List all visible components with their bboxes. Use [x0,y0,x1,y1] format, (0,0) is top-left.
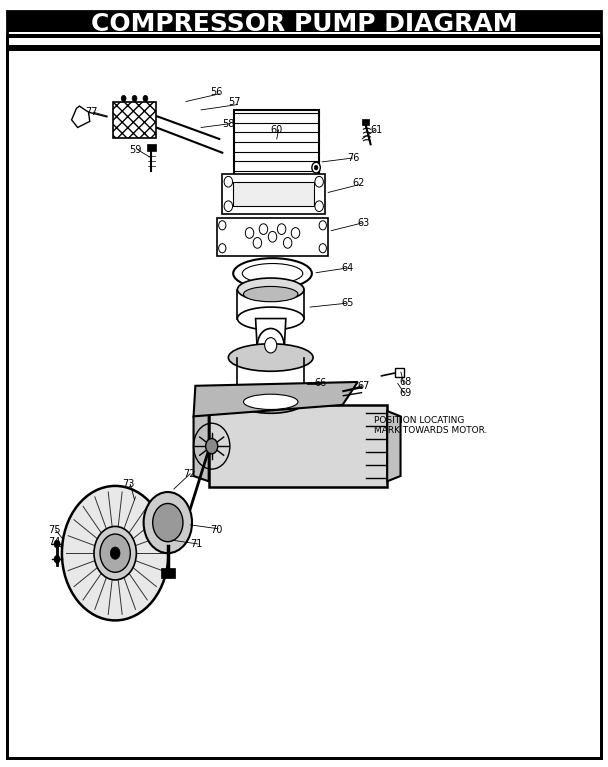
Text: 66: 66 [315,378,327,389]
Bar [233,182,314,206]
Bar [7,11,601,32]
Text: 77: 77 [85,107,97,117]
Text: 71: 71 [190,539,202,549]
Bar [238,357,304,402]
Text: 62: 62 [352,178,365,188]
Text: POSITION LOCATING
MARK TOWARDS MOTOR.: POSITION LOCATING MARK TOWARDS MOTOR. [373,416,487,435]
Ellipse shape [143,492,192,553]
Ellipse shape [233,258,312,288]
Circle shape [268,232,277,242]
Text: 57: 57 [228,97,241,107]
Circle shape [206,439,218,454]
Ellipse shape [153,503,183,542]
Ellipse shape [238,278,304,301]
Circle shape [54,540,60,548]
Bar [147,143,156,151]
Ellipse shape [238,307,304,330]
Bar [223,174,325,214]
Circle shape [319,244,326,253]
Text: COMPRESSOR PUMP DIAGRAM: COMPRESSOR PUMP DIAGRAM [91,12,517,36]
Polygon shape [72,106,90,127]
Text: 73: 73 [122,479,135,489]
Circle shape [312,163,320,173]
Circle shape [219,221,226,230]
Polygon shape [252,175,301,194]
Text: 74: 74 [49,538,61,548]
Circle shape [315,176,323,187]
Text: 56: 56 [210,87,223,97]
Circle shape [224,201,233,212]
Text: 75: 75 [49,525,61,535]
Circle shape [253,238,261,249]
Circle shape [314,166,318,170]
Text: 64: 64 [342,263,354,273]
Polygon shape [209,405,387,488]
Circle shape [283,238,292,249]
Ellipse shape [242,264,303,283]
Text: 59: 59 [130,145,142,155]
Polygon shape [395,368,404,377]
Text: 61: 61 [370,125,383,135]
Bar [7,45,601,51]
Text: 60: 60 [271,125,283,135]
Circle shape [94,526,136,580]
Text: 69: 69 [399,387,412,397]
Circle shape [100,534,130,572]
Polygon shape [387,411,401,482]
Circle shape [143,95,148,101]
Text: 63: 63 [357,218,370,228]
Circle shape [245,228,254,239]
Bar [218,218,328,256]
Text: 67: 67 [357,380,370,391]
Bar [112,101,156,138]
Circle shape [259,224,268,235]
Circle shape [277,224,286,235]
Polygon shape [255,318,286,358]
Text: 58: 58 [222,119,235,129]
Circle shape [291,228,300,239]
Text: 65: 65 [341,298,354,308]
Bar [235,110,319,175]
Text: 76: 76 [347,153,360,163]
Circle shape [121,95,126,101]
Ellipse shape [243,394,298,410]
Circle shape [132,95,137,101]
Polygon shape [193,382,358,416]
Circle shape [264,337,277,353]
Bar [362,119,370,125]
Circle shape [219,244,226,253]
Ellipse shape [243,286,298,301]
Circle shape [315,201,323,212]
Text: 68: 68 [399,377,412,387]
Ellipse shape [229,344,313,371]
Circle shape [110,547,120,559]
Polygon shape [193,411,209,482]
Circle shape [257,328,284,362]
Polygon shape [161,568,175,578]
Text: 72: 72 [183,469,195,479]
Text: 70: 70 [210,525,223,535]
Ellipse shape [238,390,304,413]
Circle shape [224,176,233,187]
Circle shape [319,221,326,230]
Circle shape [62,486,168,621]
Bar [7,35,601,38]
Circle shape [54,555,60,563]
